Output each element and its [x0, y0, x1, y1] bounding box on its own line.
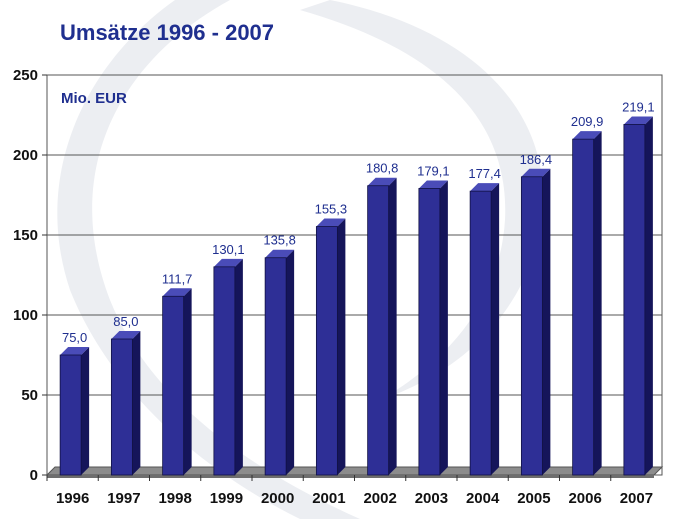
chart-floor — [45, 466, 664, 476]
bar-top — [470, 183, 500, 192]
x-tick-label: 2006 — [568, 490, 601, 507]
y-tick-label: 200 — [13, 147, 38, 164]
bar-top — [60, 347, 90, 355]
bar-front — [572, 138, 595, 476]
data-label: 111,7 — [162, 271, 193, 286]
chart-title: Umsätze 1996 - 2007 — [60, 20, 275, 45]
bar-top — [265, 249, 295, 258]
bar-2006 — [572, 131, 602, 476]
bar-1998 — [162, 288, 192, 476]
bar-1999 — [213, 258, 243, 476]
bar-top — [623, 116, 653, 125]
data-label: 219,1 — [622, 99, 655, 114]
bar-side — [286, 249, 295, 475]
y-tick-label: 250 — [13, 67, 38, 84]
bar-top — [111, 331, 141, 339]
bar-top — [521, 168, 551, 177]
bar-1996 — [59, 347, 90, 476]
x-tick-label: 1996 — [56, 490, 89, 507]
bar-side — [593, 131, 602, 475]
bar-top — [418, 180, 448, 189]
bar-front — [315, 226, 338, 476]
y-tick-label: 0 — [30, 467, 38, 484]
bar-side — [644, 116, 653, 475]
bar-side — [183, 288, 192, 475]
data-label: 209,9 — [571, 114, 604, 129]
x-tick-label: 2000 — [261, 490, 294, 507]
data-label: 130,1 — [212, 242, 245, 257]
bar-front — [367, 185, 390, 476]
data-label: 85,0 — [113, 314, 138, 329]
x-tick-label: 2003 — [415, 490, 448, 507]
bar-side — [337, 218, 346, 475]
bar-front — [264, 257, 287, 476]
data-label: 186,4 — [520, 152, 553, 167]
bar-front — [213, 266, 236, 476]
x-tick-label: 2001 — [312, 490, 345, 507]
bar-side — [388, 177, 397, 475]
x-tick-label: 2005 — [517, 490, 550, 507]
bar-side — [439, 180, 448, 475]
x-tick-label: 2007 — [620, 490, 653, 507]
bar-2001 — [315, 218, 346, 476]
bar-side — [491, 183, 500, 475]
x-tick-label: 2004 — [466, 490, 500, 507]
x-tick-label: 1999 — [210, 490, 243, 507]
bar-front — [110, 338, 133, 476]
bar-top — [162, 288, 192, 297]
bar-front — [418, 188, 441, 476]
bar-2005 — [520, 168, 551, 476]
y-tick-label: 50 — [21, 387, 38, 404]
bar-1997 — [110, 331, 141, 476]
x-tick-label: 1998 — [158, 490, 191, 507]
data-label: 135,8 — [263, 233, 296, 248]
y-tick-label: 100 — [13, 307, 38, 324]
y-tick-label: 150 — [13, 227, 38, 244]
bar-2003 — [418, 180, 448, 476]
data-label: 75,0 — [62, 330, 87, 345]
bar-front — [59, 354, 82, 476]
bar-2004 — [469, 183, 500, 476]
x-tick-label: 2002 — [363, 490, 396, 507]
bar-top — [316, 218, 346, 227]
bar-front — [469, 190, 492, 476]
bar-2007 — [623, 116, 653, 476]
bar-2002 — [367, 177, 397, 476]
bar-front — [623, 124, 646, 476]
bar-side — [81, 347, 90, 475]
bar-front — [162, 295, 185, 476]
bar-side — [542, 168, 551, 475]
bar-front — [520, 176, 543, 476]
bar-top — [213, 258, 243, 267]
bar-side — [234, 258, 243, 475]
bar-top — [367, 177, 397, 186]
y-unit-label: Mio. EUR — [61, 90, 127, 107]
data-label: 179,1 — [417, 163, 450, 178]
data-label: 155,3 — [315, 202, 348, 217]
data-label: 177,4 — [468, 166, 501, 181]
data-label: 180,8 — [366, 161, 399, 176]
x-tick-label: 1997 — [107, 490, 140, 507]
bar-2000 — [264, 249, 295, 476]
chart-floor-edge — [47, 475, 654, 478]
bar-top — [572, 131, 602, 140]
bar-side — [132, 331, 141, 475]
